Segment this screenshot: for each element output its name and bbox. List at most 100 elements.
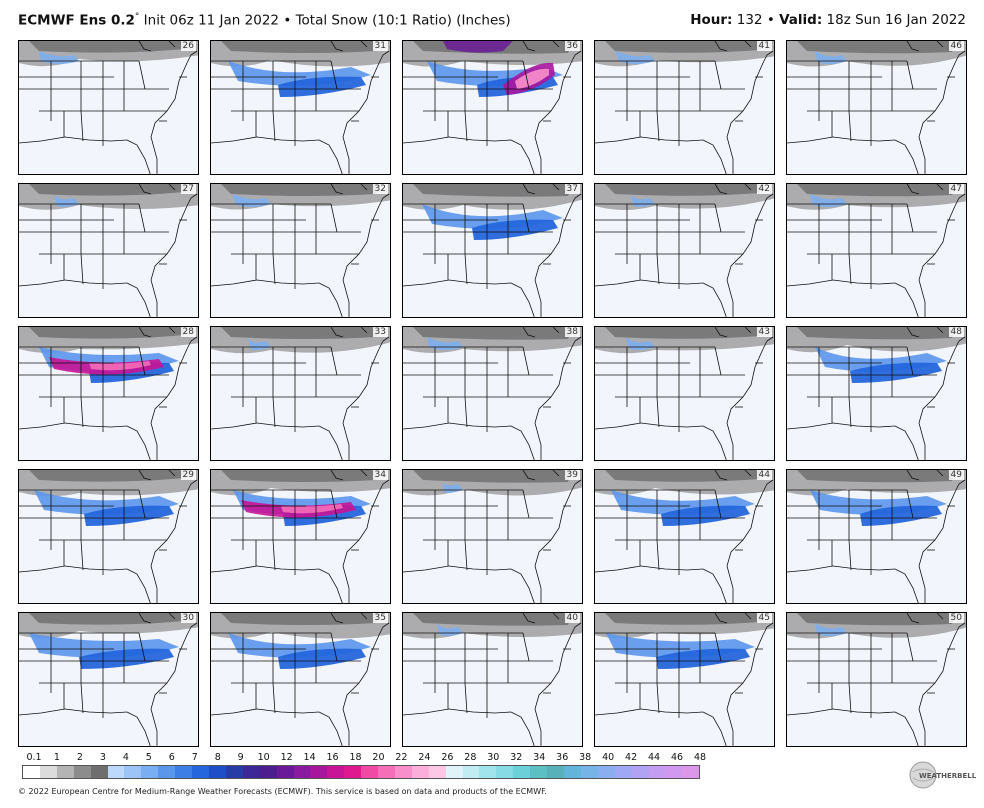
colorbar-cell [208,766,226,778]
snow-contour [605,41,765,53]
state-boundary [150,205,188,317]
state-boundary [702,711,727,746]
snow-contour [29,41,189,53]
colorbar-tick-label: 24 [418,752,431,763]
state-boundary [150,62,188,174]
colorbar-cell [462,766,480,778]
state-boundary [552,41,560,48]
colorbar-cell [310,766,328,778]
colorbar-tick-label: 26 [441,752,454,763]
state-boundary [744,613,752,620]
colorbar-cell [141,766,159,778]
hour-value: 132 [736,12,763,28]
colorbar-cell [158,766,176,778]
state-boundary [714,470,728,481]
colorbar-cell [175,766,193,778]
ensemble-member-map: 36 [402,40,583,175]
state-boundary [570,336,582,350]
state-boundary [510,568,535,603]
model-name: ECMWF Ens 0.2 [18,12,135,29]
colorbar-cell [327,766,345,778]
state-boundary [138,41,152,52]
ensemble-member-map: 26 [18,40,199,175]
state-boundary [342,491,380,603]
state-boundary [464,204,468,285]
snow-contour [29,184,189,196]
state-boundary [762,336,774,350]
state-boundary [570,622,582,636]
state-boundary [522,613,536,624]
snow-contour [515,68,549,89]
snowfall-map [19,184,198,317]
state-boundary [19,279,128,287]
colorbar-tick-label: 20 [372,752,385,763]
snowfall-map [787,41,966,174]
state-boundary [138,346,146,376]
state-boundary [714,41,728,52]
state-boundary [726,348,764,460]
snow-contour [278,76,366,97]
ensemble-panel-grid: 26 31 36 41 46 27 32 37 42 47 28 33 38 43 48 29 34 39 44 49… [18,40,968,748]
state-boundary [787,565,896,573]
colorbar-cell [23,766,40,778]
state-boundary [656,633,660,714]
snow-contour [860,505,942,526]
valid-value: 18z Sun 16 Jan 2022 [826,12,966,28]
state-boundary [211,279,320,287]
product-name: Total Snow (10:1 Ratio) (Inches) [295,12,511,29]
state-boundary [19,708,128,716]
colorbar-cell [56,766,74,778]
snowfall-map [211,184,390,317]
state-boundary [894,425,919,460]
snowfall-map [211,613,390,746]
snowfall-map [595,41,774,174]
colorbar-cell [597,766,615,778]
colorbar-cell [648,766,666,778]
state-boundary [787,422,896,430]
member-number: 35 [372,613,388,623]
colorbar-tick-label: 9 [237,752,244,763]
state-boundary [702,425,727,460]
colorbar-cell [530,766,548,778]
hour-label: Hour: [690,12,733,28]
state-boundary [714,184,728,195]
degree-mark: ° [134,12,140,22]
state-boundary [595,136,704,144]
state-boundary [918,634,956,746]
state-boundary [702,282,727,317]
snow-contour [29,327,189,339]
colorbar-tick-label: 8 [214,752,221,763]
snow-contour [281,504,343,514]
state-boundary [80,61,84,142]
state-boundary [595,422,704,430]
state-boundary [787,708,896,716]
state-boundary [522,203,530,233]
state-boundary [378,193,390,207]
separator: • [766,12,775,28]
state-boundary [360,613,368,620]
member-number: 40 [564,613,580,623]
snow-contour [472,219,558,240]
state-boundary [936,184,944,191]
member-number: 49 [948,470,964,480]
state-boundary [552,327,560,334]
colorbar-cell [192,766,209,778]
state-boundary [464,490,468,571]
colorbar-tick-label: 0.1 [26,752,42,763]
colorbar-tick-label: 12 [280,752,293,763]
ensemble-member-map: 38 [402,326,583,461]
state-boundary [726,634,764,746]
member-number: 34 [372,470,388,480]
ensemble-member-map: 37 [402,183,583,318]
member-number: 33 [372,327,388,337]
snow-contour [605,184,765,196]
state-boundary [126,711,151,746]
state-boundary [80,633,84,714]
state-boundary [272,347,276,428]
member-number: 27 [180,184,196,194]
colorbar-cell [682,766,700,778]
state-boundary [186,622,198,636]
snow-contour [661,505,750,526]
state-boundary [762,479,774,493]
state-boundary [894,568,919,603]
